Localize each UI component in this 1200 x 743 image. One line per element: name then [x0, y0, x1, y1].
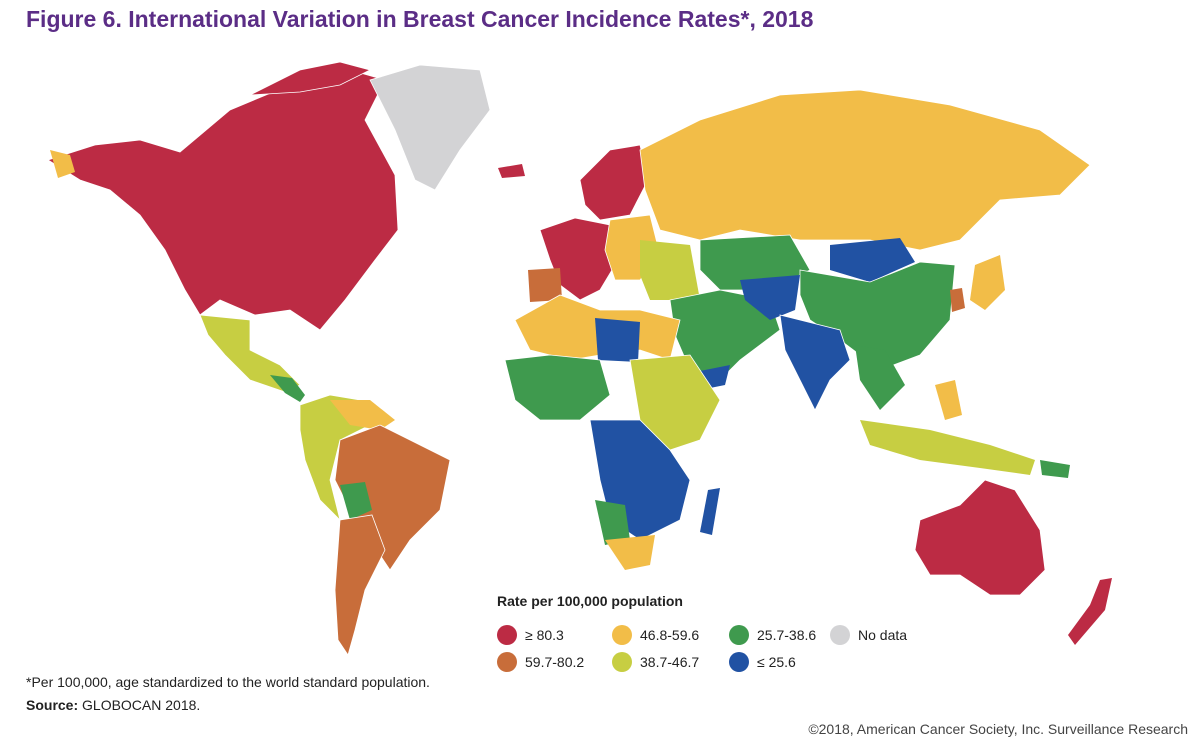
legend-label: No data	[858, 627, 908, 643]
source-label: Source:	[26, 697, 79, 713]
legend-swatch	[497, 652, 517, 672]
region-libya	[595, 318, 640, 362]
legend-item: 46.8-59.6	[612, 625, 699, 645]
region-southern-cone	[334, 514, 386, 656]
region-south-africa	[605, 535, 655, 570]
region-iberia	[528, 268, 562, 302]
legend-item: 25.7-38.6	[729, 625, 816, 645]
legend-swatch	[612, 652, 632, 672]
region-indonesia	[860, 420, 1035, 475]
legend-swatch	[729, 625, 749, 645]
legend-item: ≥ 80.3	[497, 625, 564, 645]
legend-title: Rate per 100,000 population	[497, 593, 683, 609]
legend-label: 59.7-80.2	[525, 654, 585, 670]
region-madagascar	[700, 488, 720, 535]
region-central-america	[270, 375, 305, 402]
source-text: GLOBOCAN 2018.	[82, 697, 201, 713]
region-korea	[950, 288, 965, 312]
region-new-zealand	[1068, 578, 1112, 645]
legend-swatch	[830, 625, 850, 645]
region-middle-east	[669, 289, 781, 391]
region-southern-africa-north	[595, 500, 630, 545]
legend-label: 25.7-38.6	[757, 627, 817, 643]
region-pakistan-afghanistan	[740, 275, 800, 320]
region-scandinavia	[579, 144, 649, 221]
legend-swatch	[729, 652, 749, 672]
legend-label: ≤ 25.6	[757, 654, 796, 670]
copyright: ©2018, American Cancer Society, Inc. Sur…	[808, 721, 1188, 737]
footnote: *Per 100,000, age standardized to the wo…	[26, 674, 430, 690]
legend-item: ≤ 25.6	[729, 652, 796, 672]
legend-item: 38.7-46.7	[612, 652, 699, 672]
region-russia	[639, 89, 1091, 251]
region-india	[779, 314, 851, 411]
region-alaska-west	[50, 150, 75, 178]
legend-item: 59.7-80.2	[497, 652, 584, 672]
region-ukraine-turkey	[640, 240, 700, 300]
region-venezuela-guianas	[330, 400, 395, 430]
region-greenland	[369, 64, 491, 191]
legend-label: 46.8-59.6	[640, 627, 700, 643]
region-west-africa	[504, 354, 611, 421]
legend-swatch	[497, 625, 517, 645]
region-southeast-asia	[855, 345, 905, 410]
region-australia	[914, 479, 1046, 596]
legend-label: ≥ 80.3	[525, 627, 564, 643]
legend-swatch	[612, 625, 632, 645]
region-bolivia-paraguay	[340, 482, 372, 520]
legend-item: No data	[830, 625, 907, 645]
region-iceland	[498, 164, 525, 178]
source-line: Source: GLOBOCAN 2018.	[26, 697, 200, 713]
region-mongolia	[830, 238, 915, 282]
region-philippines	[935, 380, 962, 420]
region-japan	[970, 255, 1005, 310]
region-north-america	[47, 69, 399, 331]
figure-title: Figure 6. International Variation in Bre…	[26, 6, 814, 32]
legend-label: 38.7-46.7	[640, 654, 700, 670]
region-china	[799, 261, 956, 371]
region-canada-islands	[249, 61, 372, 96]
region-png	[1040, 460, 1070, 478]
